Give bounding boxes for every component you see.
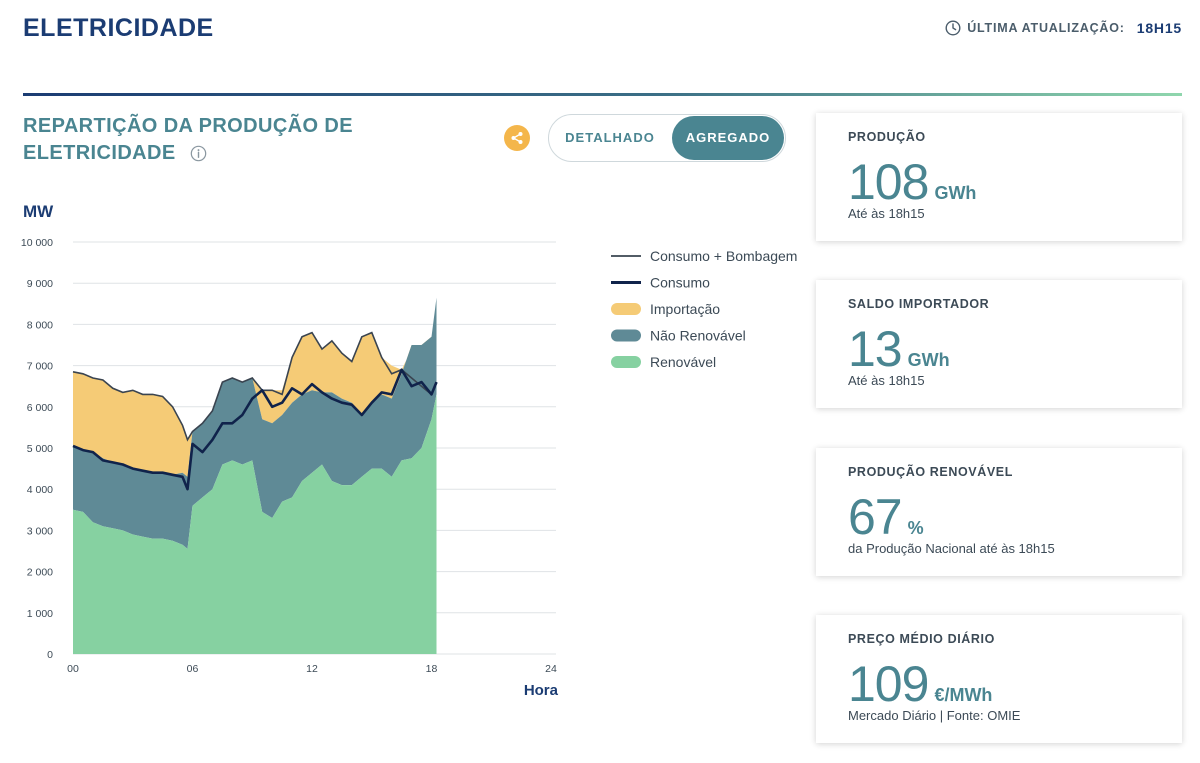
card-number: 67 [848,489,903,545]
y-tick-label: 4 000 [27,484,53,496]
x-axis-label: Hora [524,682,559,699]
legend-label: Consumo + Bombagem [650,248,797,264]
legend-swatch [611,356,641,368]
card-unit: % [907,518,924,538]
legend-swatch [611,329,641,342]
series-consumo-bombagem-line [72,331,438,442]
card-label: SALDO IMPORTADOR [848,297,990,311]
card-preco-medio: PREÇO MÉDIO DIÁRIO 109 €/MWh Mercado Diá… [816,615,1182,743]
series-renovavel-area [73,394,437,654]
toggle-agregado[interactable]: AGREGADO [672,116,784,160]
section-title: REPARTIÇÃO DA PRODUÇÃO DE ELETRICIDADE [23,113,353,167]
card-label: PREÇO MÉDIO DIÁRIO [848,632,995,646]
card-saldo-importador: SALDO IMPORTADOR 13 GWh Até às 18h15 [816,280,1182,408]
y-tick-label: 5 000 [27,443,53,455]
series-consumo-line [72,368,438,491]
y-tick-label: 2 000 [27,567,53,579]
share-icon [511,132,523,144]
legend-swatch [611,303,641,315]
card-value: 13 GWh [848,320,950,378]
view-toggle: DETALHADO AGREGADO [548,114,786,162]
header-divider [23,93,1182,96]
card-note: Até às 18h15 [848,373,925,388]
card-unit: €/MWh [934,685,993,705]
card-number: 13 [848,321,903,377]
card-value: 108 GWh [848,153,976,211]
legend-label: Consumo [650,275,710,291]
x-tick-label: 18 [426,663,438,675]
series-nao-renovavel-area [73,297,437,549]
x-tick-label: 24 [545,663,557,675]
x-tick-label: 06 [187,663,199,675]
series-importacao-area [73,297,437,477]
legend-label: Importação [650,301,720,317]
share-button[interactable] [504,125,530,151]
y-tick-label: 8 000 [27,319,53,331]
last-update-label: ÚLTIMA ATUALIZAÇÃO: [967,21,1125,35]
legend-label: Renovável [650,354,716,370]
card-unit: GWh [907,350,950,370]
card-producao-renovavel: PRODUÇÃO RENOVÁVEL 67 % da Produção Naci… [816,448,1182,576]
card-note: da Produção Nacional até às 18h15 [848,541,1055,556]
y-tick-label: 9 000 [27,278,53,290]
card-value: 109 €/MWh [848,655,992,713]
card-value: 67 % [848,488,924,546]
x-tick-label: 12 [306,663,318,675]
chart-svg: MW 0 1 000 2 000 3 000 4 000 5 000 6 000 7 000 8 … [21,202,798,699]
card-number: 108 [848,154,929,210]
info-icon[interactable] [190,145,207,162]
production-chart: MW 0 1 000 2 000 3 000 4 000 5 000 6 000 7 000 8 … [0,190,800,710]
y-tick-label: 0 [47,649,53,661]
card-number: 109 [848,656,929,712]
last-update: ÚLTIMA ATUALIZAÇÃO: 18H15 [945,20,1182,36]
toggle-detalhado[interactable]: DETALHADO [565,130,655,145]
page-title: ELETRICIDADE [23,14,214,42]
y-tick-label: 7 000 [27,361,53,373]
card-note: Mercado Diário | Fonte: OMIE [848,708,1021,723]
clock-icon [945,20,961,36]
y-tick-label: 10 000 [21,237,53,249]
card-label: PRODUÇÃO [848,130,926,144]
card-label: PRODUÇÃO RENOVÁVEL [848,465,1013,479]
y-tick-label: 3 000 [27,525,53,537]
y-tick-label: 6 000 [27,402,53,414]
legend-label: Não Renovável [650,328,746,344]
card-unit: GWh [934,183,977,203]
section-title-text: REPARTIÇÃO DA PRODUÇÃO DE ELETRICIDADE [23,115,354,164]
card-note: Até às 18h15 [848,206,925,221]
y-axis-label: MW [23,202,54,221]
x-tick-label: 00 [67,663,79,675]
last-update-time: 18H15 [1136,20,1182,36]
card-producao: PRODUÇÃO 108 GWh Até às 18h15 [816,113,1182,241]
y-tick-label: 1 000 [27,608,53,620]
